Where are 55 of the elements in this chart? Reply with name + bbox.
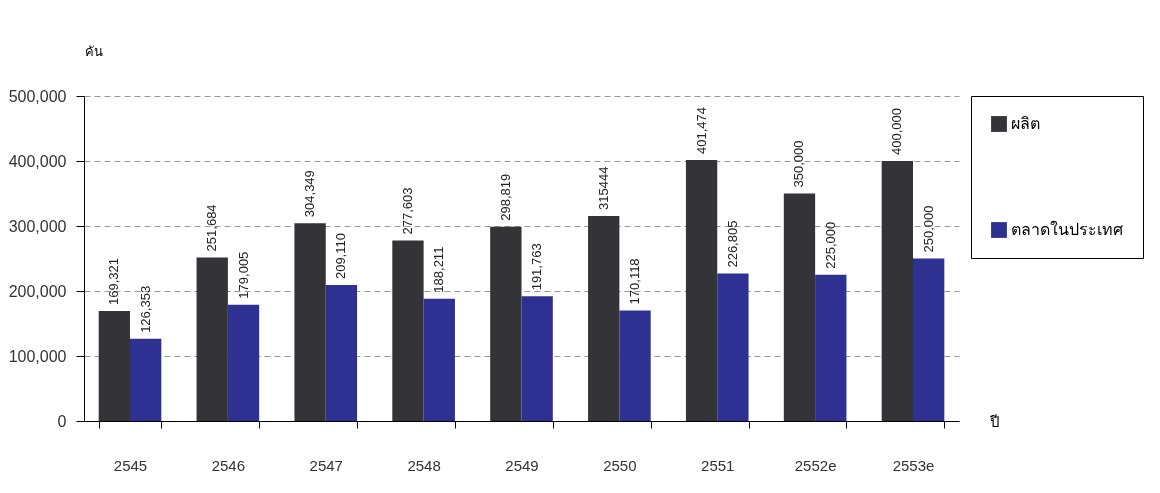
bar (325, 285, 358, 421)
x-tick-label: 2547 (309, 456, 343, 474)
data-label: 191,763 (529, 243, 545, 291)
data-label: 226,805 (724, 220, 740, 268)
data-label: 304,349 (302, 170, 318, 218)
data-label: 250,000 (920, 205, 936, 253)
x-tick-label: 2546 (211, 456, 246, 474)
bar (196, 257, 228, 421)
data-label: 126,353 (137, 285, 153, 333)
bar (490, 226, 522, 421)
x-tick-label: 2553e (892, 456, 935, 474)
bar (98, 310, 130, 421)
bar (717, 273, 749, 421)
x-tick-label: 2548 (407, 456, 441, 474)
bar (294, 223, 326, 421)
bar (423, 298, 455, 421)
legend-label: ผลิต (1011, 115, 1040, 132)
legend-label: ตลาดในประเทศ (1011, 220, 1123, 238)
x-tick-label: 2551 (701, 456, 735, 474)
bar (130, 338, 162, 421)
bar (815, 274, 847, 421)
data-label: 401,474 (693, 107, 709, 155)
y-tick-label: 400,000 (8, 152, 67, 170)
x-tick-label: 2549 (505, 456, 539, 474)
data-label: 188,211 (431, 246, 447, 293)
data-label: 315444 (595, 166, 611, 210)
bar (881, 161, 913, 421)
data-label: 169,321 (106, 257, 122, 305)
data-label: 350,000 (791, 140, 807, 188)
y-tick-label: 100,000 (8, 347, 67, 365)
bar (588, 215, 620, 421)
y-tick-label: 200,000 (8, 282, 67, 300)
y-tick-label: 300,000 (8, 217, 67, 235)
x-tick-label: 2552e (794, 456, 837, 474)
data-label: 179,005 (235, 251, 251, 299)
bar (392, 240, 424, 421)
data-label: 170,118 (627, 258, 643, 305)
data-label: 209,110 (333, 233, 349, 280)
data-label: 225,000 (822, 221, 838, 269)
bar (685, 160, 718, 421)
bar (227, 304, 260, 421)
y-tick-label: 0 (57, 412, 67, 430)
bar (619, 310, 651, 421)
bar (913, 258, 945, 421)
data-label: 277,603 (399, 187, 415, 235)
bar (521, 296, 553, 421)
bar (783, 193, 816, 421)
y-axis-title: คัน (84, 43, 103, 59)
data-label: 298,819 (497, 173, 513, 221)
x-tick-label: 2550 (603, 456, 637, 474)
data-label: 400,000 (889, 108, 905, 155)
data-label: 251,684 (204, 204, 220, 252)
x-axis-title: ปี (988, 412, 1000, 430)
x-tick-label: 2545 (113, 456, 148, 474)
y-tick-label: 500,000 (8, 87, 67, 105)
